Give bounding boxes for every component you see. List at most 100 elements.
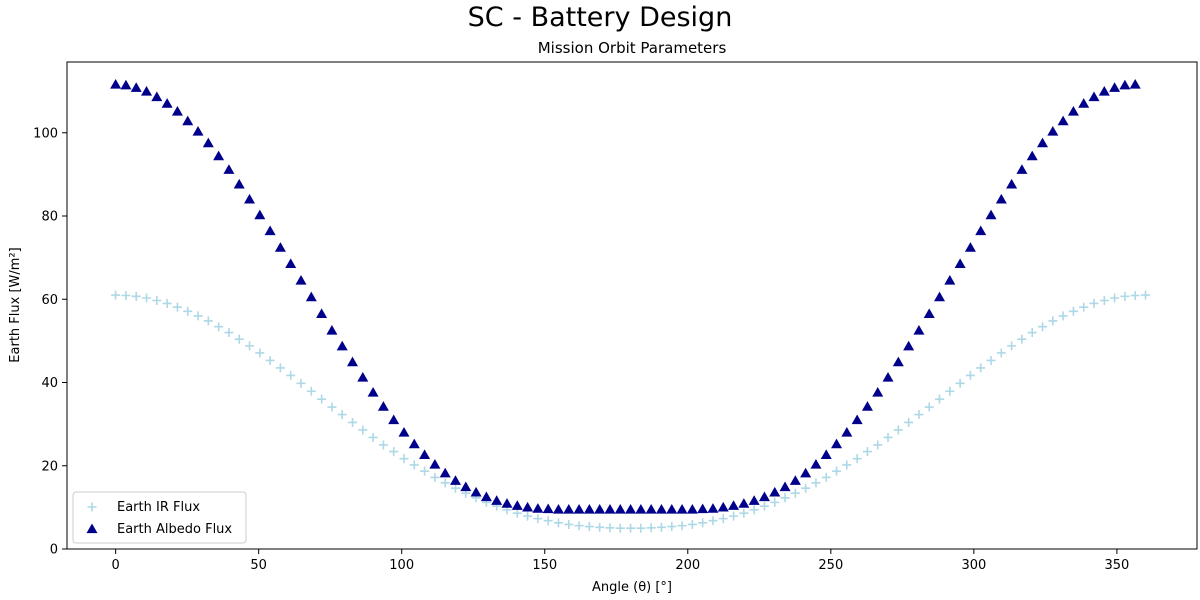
albedo-flux-point: [1057, 115, 1069, 126]
albedo-flux-point: [151, 91, 163, 102]
albedo-flux-point: [882, 372, 894, 382]
albedo-flux-point: [120, 79, 132, 90]
albedo-flux-point: [1129, 78, 1141, 89]
ir-flux-point: [430, 472, 440, 482]
albedo-flux-point: [1098, 86, 1110, 96]
ir-flux-point: [327, 402, 337, 412]
albedo-flux-point: [264, 225, 276, 236]
albedo-flux-point: [769, 486, 781, 497]
albedo-flux-point: [748, 495, 760, 505]
ir-flux-point: [811, 478, 821, 488]
albedo-flux-point: [563, 503, 575, 514]
ir-flux-point: [275, 363, 285, 373]
ir-flux-point: [729, 511, 739, 521]
albedo-flux-point: [336, 340, 348, 351]
ir-flux-point: [162, 298, 172, 308]
albedo-flux-point: [810, 459, 822, 469]
legend-label-albedo: Earth Albedo Flux: [117, 522, 232, 537]
ir-flux-point: [626, 523, 636, 533]
ir-flux-point: [523, 511, 533, 521]
albedo-flux-point: [1067, 106, 1079, 116]
albedo-flux-point: [274, 242, 286, 252]
albedo-flux-point: [254, 209, 266, 220]
albedo-flux-point: [800, 467, 812, 478]
ir-flux-point: [667, 522, 677, 532]
ir-flux-point: [1007, 341, 1017, 351]
x-tick-label: 0: [111, 558, 119, 573]
ir-flux-point: [965, 370, 975, 380]
ir-flux-point: [450, 483, 460, 493]
legend-albedo-marker: [86, 523, 98, 534]
ir-flux-point: [306, 386, 316, 396]
albedo-flux-point: [892, 356, 904, 367]
ir-flux-point: [440, 478, 450, 488]
ir-flux-point: [862, 447, 872, 457]
ir-flux-point: [780, 493, 790, 503]
legend-marker-ir-icon: [87, 502, 97, 512]
ir-flux-point: [255, 348, 265, 358]
albedo-flux-point: [223, 164, 235, 174]
albedo-flux-point: [903, 340, 915, 351]
ir-flux-point: [214, 322, 224, 332]
albedo-flux-point: [141, 86, 153, 96]
albedo-flux-point: [820, 449, 832, 460]
albedo-flux-point: [182, 115, 194, 126]
ir-flux-point: [935, 394, 945, 404]
albedo-flux-point: [964, 242, 976, 252]
albedo-flux-point: [532, 503, 544, 513]
ir-flux-point: [1110, 293, 1120, 303]
albedo-flux-point: [728, 500, 740, 510]
axes-frame: [66, 61, 1198, 550]
ir-flux-point: [749, 505, 759, 515]
albedo-flux-point: [944, 275, 956, 285]
ir-flux-point: [286, 370, 296, 380]
x-tick-label: 150: [532, 558, 557, 573]
ir-flux-point: [832, 466, 842, 476]
y-axis: 0 20 40 60 80 100: [33, 126, 67, 558]
albedo-flux-point: [202, 137, 214, 148]
ir-flux-point: [389, 447, 399, 457]
albedo-flux-point: [460, 481, 472, 492]
ir-flux-point: [883, 432, 893, 442]
albedo-flux-point: [985, 209, 997, 220]
x-tick-label: 350: [1104, 558, 1129, 573]
ir-flux-point: [615, 523, 625, 533]
albedo-flux-point: [913, 324, 925, 335]
y-tick-label: 80: [41, 210, 58, 225]
albedo-flux-point: [655, 503, 667, 514]
y-tick-label: 40: [41, 376, 58, 391]
y-tick-label: 20: [41, 459, 58, 474]
ir-flux-point: [553, 518, 563, 528]
albedo-flux-point: [872, 386, 884, 397]
albedo-flux-point: [738, 498, 750, 508]
ir-flux-point: [718, 514, 728, 524]
ir-flux-point: [1089, 298, 1099, 308]
ir-flux-point: [121, 291, 131, 301]
ir-flux-point: [512, 508, 522, 518]
ir-flux-point: [1058, 311, 1068, 321]
albedo-flux-point: [686, 503, 698, 514]
ir-flux-point: [203, 316, 213, 326]
albedo-flux-point: [377, 401, 389, 411]
albedo-flux-point: [470, 486, 482, 497]
ir-flux-point: [564, 519, 574, 529]
albedo-flux-point: [995, 193, 1007, 204]
ir-flux-point: [914, 410, 924, 420]
albedo-flux-point: [316, 308, 328, 318]
albedo-flux-point: [419, 449, 431, 460]
ir-flux-point: [183, 306, 193, 316]
ir-flux-point: [368, 432, 378, 442]
ir-flux-point: [996, 348, 1006, 358]
ir-flux-point: [348, 417, 358, 427]
albedo-flux-point: [697, 503, 709, 514]
albedo-flux-point: [717, 501, 729, 512]
ir-flux-point: [245, 341, 255, 351]
albedo-flux-point: [851, 414, 863, 425]
ir-flux-point: [986, 355, 996, 365]
y-axis-label: Earth Flux [W/m²]: [8, 247, 23, 362]
ir-flux-point: [399, 454, 409, 464]
chart-title: Mission Orbit Parameters: [538, 39, 727, 57]
albedo-flux-point: [305, 291, 317, 302]
ir-flux-point: [584, 522, 594, 532]
albedo-flux-point: [975, 225, 987, 236]
